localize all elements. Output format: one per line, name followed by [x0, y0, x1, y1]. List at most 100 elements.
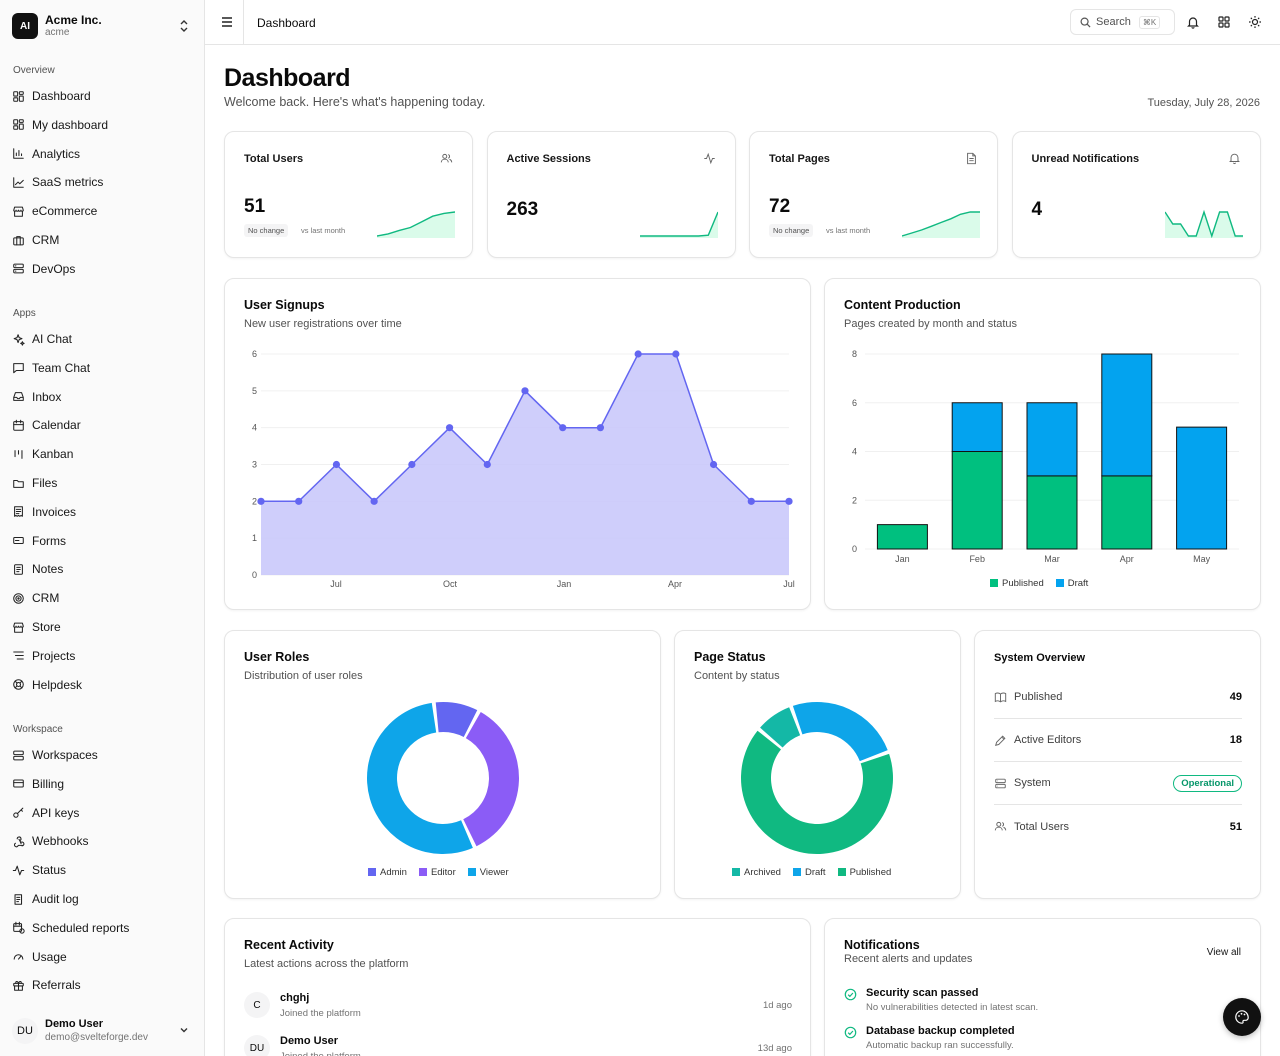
slice-draft — [792, 702, 888, 762]
sparkline — [639, 211, 718, 238]
sidebar-item-forms[interactable]: Forms — [12, 530, 194, 552]
notebook-icon — [14, 564, 23, 575]
slice-admin — [435, 702, 478, 737]
org-name: Acme Inc. — [45, 12, 102, 27]
page-status-donut — [741, 702, 893, 854]
page-subtitle: Welcome back. Here's what's happening to… — [224, 95, 486, 109]
receipt-icon — [14, 506, 23, 518]
sidebar-item-inbox[interactable]: Inbox — [12, 386, 194, 408]
legend-item[interactable]: Viewer — [467, 867, 509, 878]
nav-group-workspace: Workspace — [13, 724, 63, 735]
x-tick-label: Feb — [969, 554, 985, 564]
sidebar-item-crm[interactable]: CRM — [12, 229, 194, 251]
org-switcher[interactable]: AI Acme Inc. acme — [12, 10, 194, 42]
sidebar-toggle-icon[interactable] — [219, 14, 235, 30]
legend-label: Admin — [380, 867, 407, 878]
card-title: Page Status — [694, 650, 766, 664]
notification-description: No vulnerabilities detected in latest sc… — [866, 1002, 1039, 1013]
legend-label: Published — [849, 867, 892, 878]
y-tick-label: 8 — [852, 349, 857, 359]
sidebar-item-audit-log[interactable]: Audit log — [12, 888, 194, 910]
nav-group-apps: Apps — [13, 308, 36, 319]
sidebar-item-scheduled-reports[interactable]: Scheduled reports — [12, 917, 194, 939]
sidebar-item-webhooks[interactable]: Webhooks — [12, 830, 194, 852]
current-date: Tuesday, July 28, 2026 — [1147, 97, 1260, 109]
sidebar-item-notes[interactable]: Notes — [12, 558, 194, 580]
card-subtitle: Distribution of user roles — [244, 670, 363, 682]
users-icon — [440, 153, 453, 163]
sidebar-item-status[interactable]: Status — [12, 859, 194, 881]
sidebar-item-team-chat[interactable]: Team Chat — [12, 357, 194, 379]
store-icon — [13, 206, 24, 217]
sparkline-area — [639, 212, 718, 238]
sidebar-item-label: Calendar — [32, 418, 81, 433]
legend-item[interactable]: Published — [837, 867, 892, 878]
notification-item[interactable]: Security scan passed No vulnerabilities … — [844, 987, 1244, 1013]
sidebar-item-referrals[interactable]: Referrals — [12, 974, 194, 996]
theme-customizer-button[interactable] — [1223, 998, 1261, 1036]
activity-icon — [703, 152, 715, 165]
sidebar-item-ai-chat[interactable]: AI Chat — [12, 328, 194, 350]
y-tick-label: 4 — [252, 423, 257, 433]
bar-draft — [1101, 353, 1153, 477]
legend-item[interactable]: Published — [990, 578, 1044, 589]
status-badge: Operational — [1173, 774, 1242, 792]
legend-swatch — [368, 868, 376, 876]
sidebar-item-files[interactable]: Files — [12, 472, 194, 494]
sidebar-item-billing[interactable]: Billing — [12, 773, 194, 795]
sidebar-item-projects[interactable]: Projects — [12, 645, 194, 667]
sidebar-item-helpdesk[interactable]: Helpdesk — [12, 674, 194, 696]
user-menu[interactable]: DU Demo User demo@svelteforge.dev — [12, 1014, 194, 1048]
slice-archived — [760, 707, 801, 748]
stat-card-total-users: Total Users 51 No change vs last month — [224, 131, 473, 258]
sidebar-item-dashboard[interactable]: Dashboard — [12, 85, 194, 107]
sidebar-item-label: Analytics — [32, 146, 81, 161]
kanban-icon — [14, 449, 23, 459]
legend-item[interactable]: Admin — [368, 867, 407, 878]
chart-legend: Archived Draft Published — [732, 867, 891, 878]
sidebar-item-store[interactable]: Store — [12, 616, 194, 638]
sparkline-line — [377, 211, 455, 237]
card-subtitle: Content by status — [694, 670, 780, 682]
sidebar-item-crm[interactable]: CRM — [12, 587, 194, 609]
sidebar-item-my-dashboard[interactable]: My dashboard — [12, 114, 194, 136]
sidebar-item-invoices[interactable]: Invoices — [12, 501, 194, 523]
legend-label: Draft — [1067, 578, 1089, 589]
sidebar-item-workspaces[interactable]: Workspaces — [12, 744, 194, 766]
slice-published — [741, 730, 893, 854]
activity-time: 1d ago — [762, 1000, 792, 1011]
search-button[interactable]: Search ⌘K — [1070, 9, 1175, 35]
sidebar-item-ecommerce[interactable]: eCommerce — [12, 200, 194, 222]
stat-title: Unread Notifications — [1031, 153, 1140, 165]
data-point — [785, 497, 793, 505]
stat-value: 51 — [244, 196, 266, 217]
sidebar-item-kanban[interactable]: Kanban — [12, 443, 194, 465]
sun-icon[interactable] — [1248, 15, 1262, 29]
sidebar-item-usage[interactable]: Usage — [12, 946, 194, 968]
gift-icon — [13, 980, 24, 991]
sidebar-item-label: Scheduled reports — [32, 920, 130, 935]
stat-card-total-pages: Total Pages 72 No change vs last month — [749, 131, 998, 258]
sidebar-item-api-keys[interactable]: API keys — [12, 802, 194, 824]
sidebar-item-label: Billing — [32, 776, 65, 791]
y-tick-label: 0 — [252, 570, 257, 580]
sidebar-item-analytics[interactable]: Analytics — [12, 143, 194, 165]
legend-item[interactable]: Editor — [418, 867, 456, 878]
credit-card-icon — [13, 779, 24, 788]
notification-item[interactable]: Database backup completed Automatic back… — [844, 1025, 1244, 1051]
legend-item[interactable]: Draft — [1055, 578, 1089, 589]
legend-item[interactable]: Archived — [732, 867, 781, 878]
sidebar-item-saas-metrics[interactable]: SaaS metrics — [12, 171, 194, 193]
legend-swatch — [418, 868, 427, 876]
sidebar-item-devops[interactable]: DevOps — [12, 258, 194, 280]
sparkline — [902, 211, 980, 238]
bell-icon[interactable] — [1186, 15, 1200, 29]
sparkles-icon — [13, 333, 25, 346]
legend-item[interactable]: Draft — [792, 867, 826, 878]
scroll-icon — [14, 893, 23, 905]
file-icon — [967, 152, 976, 165]
system-row-system: System Operational — [994, 762, 1242, 805]
view-all-link[interactable]: View all — [1206, 947, 1241, 958]
sidebar-item-calendar[interactable]: Calendar — [12, 414, 194, 436]
apps-grid-icon[interactable] — [1217, 15, 1231, 29]
